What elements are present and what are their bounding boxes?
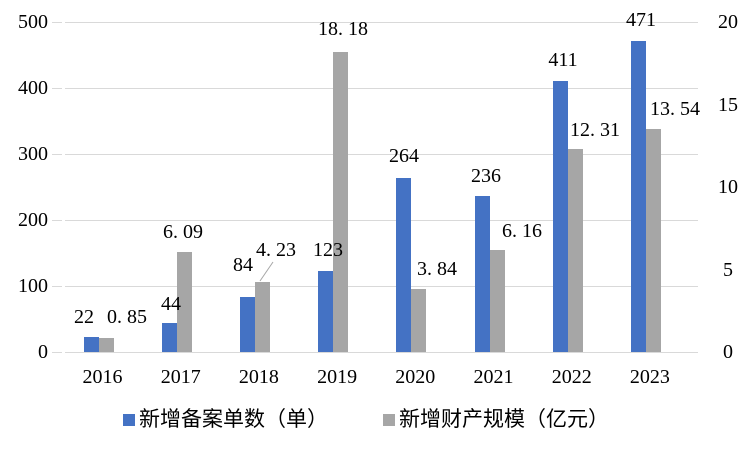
data-label: 3. 84 bbox=[417, 258, 457, 280]
data-label: 264 bbox=[389, 145, 419, 167]
axis-tick bbox=[52, 22, 62, 23]
data-label: 84 bbox=[233, 254, 253, 276]
bar-2017-blue bbox=[161, 322, 177, 352]
gridline bbox=[65, 220, 690, 221]
axis-tick bbox=[690, 352, 698, 353]
y-axis-left-label: 500 bbox=[18, 11, 48, 33]
bar-2019-gray bbox=[333, 52, 349, 352]
bar-2016-gray bbox=[98, 337, 114, 352]
y-axis-right-label: 10 bbox=[718, 176, 738, 198]
bar-2022-blue bbox=[552, 80, 568, 352]
data-label: 471 bbox=[626, 9, 656, 31]
gridline bbox=[65, 352, 690, 353]
bar-2020-blue bbox=[396, 177, 412, 352]
data-label: 123 bbox=[313, 239, 343, 261]
x-axis-label: 2020 bbox=[395, 366, 436, 388]
legend-label-property-scale: 新增财产规模（亿元） bbox=[399, 407, 609, 431]
axis-tick bbox=[690, 22, 698, 23]
bar-2020-gray bbox=[411, 288, 427, 352]
legend-item-property-scale: 新增财产规模（亿元） bbox=[383, 407, 609, 431]
bar-2023-gray bbox=[645, 128, 661, 352]
y-axis-right-label: 20 bbox=[718, 11, 738, 33]
x-axis-label: 2022 bbox=[551, 366, 592, 388]
bar-2018-blue bbox=[239, 296, 255, 352]
bar-2021-gray bbox=[489, 250, 505, 352]
data-label: 13. 54 bbox=[650, 98, 700, 120]
legend-label-registrations: 新增备案单数（单） bbox=[139, 407, 328, 431]
data-label: 236 bbox=[471, 165, 501, 187]
y-axis-left-label: 400 bbox=[18, 77, 48, 99]
axis-tick bbox=[52, 154, 62, 155]
y-axis-right-label: 0 bbox=[723, 341, 733, 363]
legend-swatch-blue-icon bbox=[123, 414, 135, 426]
bar-2018-gray bbox=[254, 282, 270, 352]
x-axis-label: 2021 bbox=[473, 366, 514, 388]
axis-tick bbox=[690, 88, 698, 89]
data-label: 18. 18 bbox=[318, 18, 368, 40]
y-axis-left-label: 200 bbox=[18, 209, 48, 231]
bar-2016-blue bbox=[83, 337, 99, 352]
data-label: 6. 16 bbox=[502, 220, 542, 242]
data-label: 12. 31 bbox=[570, 119, 620, 141]
data-label: 0. 85 bbox=[107, 306, 147, 328]
gridline bbox=[65, 286, 690, 287]
y-axis-left-label: 0 bbox=[38, 341, 48, 363]
y-axis-right-label: 5 bbox=[723, 258, 733, 281]
x-axis-label: 2023 bbox=[629, 366, 670, 388]
x-axis-label: 2019 bbox=[317, 366, 358, 388]
axis-tick bbox=[690, 154, 698, 155]
axis-tick bbox=[52, 220, 62, 221]
data-label: 411 bbox=[548, 49, 578, 71]
y-axis-left-label: 300 bbox=[18, 143, 48, 165]
x-axis-label: 2018 bbox=[238, 366, 279, 388]
x-axis-label: 2017 bbox=[160, 366, 201, 388]
gridline bbox=[65, 88, 690, 89]
axis-tick bbox=[690, 286, 698, 287]
gridline bbox=[65, 22, 690, 23]
bar-2023-blue bbox=[630, 41, 646, 352]
bar-2017-gray bbox=[176, 251, 192, 352]
axis-tick bbox=[52, 352, 62, 353]
y-axis-right-label: 15 bbox=[718, 93, 738, 116]
y-axis-left-label: 100 bbox=[18, 275, 48, 297]
data-label: 6. 09 bbox=[163, 221, 203, 243]
data-label: 4. 23 bbox=[256, 239, 296, 261]
data-label: 22 bbox=[74, 306, 94, 328]
axis-tick bbox=[52, 286, 62, 287]
bar-2022-gray bbox=[567, 148, 583, 352]
x-axis-label: 2016 bbox=[82, 366, 123, 388]
bar-2019-blue bbox=[318, 270, 334, 352]
axis-tick bbox=[690, 220, 698, 221]
gridline bbox=[65, 154, 690, 155]
data-label: 44 bbox=[161, 293, 181, 315]
legend-item-registrations: 新增备案单数（单） bbox=[123, 407, 328, 431]
legend-swatch-gray-icon bbox=[383, 414, 395, 426]
bar-2021-blue bbox=[474, 196, 490, 352]
axis-tick bbox=[52, 88, 62, 89]
